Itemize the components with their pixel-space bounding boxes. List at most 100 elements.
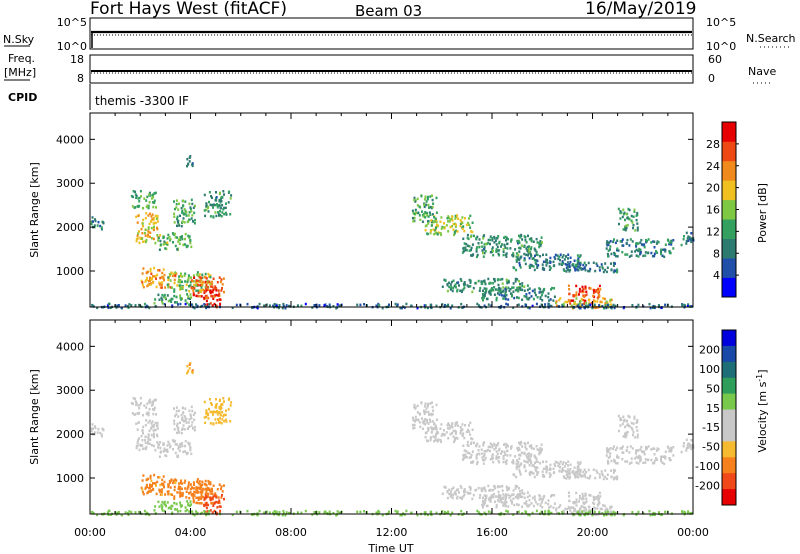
heatmap-cell (174, 414, 176, 418)
heatmap-cell (181, 235, 183, 238)
heatmap-cell (527, 234, 529, 238)
heatmap-cell (528, 513, 531, 517)
heatmap-cell (555, 304, 558, 307)
heatmap-cell (574, 476, 577, 479)
heatmap-cell (447, 422, 450, 425)
heatmap-cell (447, 510, 450, 514)
heatmap-cell (173, 290, 176, 293)
heatmap-cell (631, 447, 634, 450)
heatmap-cell (179, 486, 182, 489)
heatmap-cell (484, 457, 487, 460)
heatmap-cell (200, 489, 203, 492)
heatmap-cell (425, 200, 428, 203)
heatmap-cell (464, 249, 467, 252)
heatmap-cell (622, 451, 625, 454)
heatmap-cell (185, 417, 188, 421)
heatmap-cell (605, 247, 608, 250)
heatmap-cell (559, 504, 562, 507)
heatmap-cell (653, 461, 656, 465)
heatmap-cell (523, 235, 526, 238)
heatmap-cell (519, 288, 522, 292)
heatmap-cell (426, 306, 429, 310)
heatmap-cell (424, 195, 427, 198)
heatmap-cell (578, 290, 581, 293)
heatmap-cell (155, 424, 158, 427)
heatmap-cell (220, 196, 223, 200)
heatmap-cell (469, 281, 472, 284)
heatmap-cell (381, 513, 384, 517)
heatmap-cell (184, 416, 187, 420)
heatmap-cell (210, 502, 213, 505)
heatmap-cell (606, 510, 609, 514)
heatmap-cell (217, 418, 219, 421)
heatmap-cell (468, 456, 471, 459)
heatmap-cell (503, 243, 506, 247)
heatmap-cell (150, 215, 153, 218)
heatmap-cell (159, 243, 162, 246)
heatmap-cell (631, 304, 634, 307)
heatmap-cell (190, 417, 193, 420)
heatmap-cell (524, 469, 527, 473)
heatmap-cell (567, 472, 570, 475)
heatmap-cell (335, 514, 338, 517)
heatmap-cell (166, 448, 169, 451)
heatmap-cell (219, 201, 222, 204)
heatmap-cell (223, 206, 225, 210)
heatmap-cell (478, 245, 481, 249)
heatmap-cell (141, 479, 144, 482)
heatmap-cell (431, 198, 434, 202)
heatmap-cell (461, 513, 464, 516)
heatmap-cell (96, 224, 99, 227)
heatmap-cell (173, 428, 176, 431)
heatmap-cell (640, 445, 643, 449)
heatmap-cell (468, 278, 471, 282)
heatmap-cell (189, 413, 192, 416)
heatmap-cell (512, 459, 515, 462)
heatmap-cell (173, 485, 176, 489)
heatmap-cell (662, 248, 665, 251)
heatmap-cell (418, 421, 421, 424)
heatmap-cell (185, 452, 188, 456)
heatmap-cell (200, 483, 203, 486)
heatmap-cell (615, 254, 617, 258)
heatmap-cell (211, 511, 214, 514)
heatmap-cell (175, 479, 178, 482)
heatmap-cell (414, 415, 417, 419)
heatmap-cell (556, 461, 559, 464)
heatmap-cell (152, 205, 155, 209)
heatmap-cell (413, 216, 416, 220)
heatmap-cell (188, 425, 191, 429)
heatmap-cell (462, 237, 465, 240)
heatmap-cell (463, 286, 466, 289)
heatmap-cell (215, 304, 218, 308)
heatmap-cell (462, 489, 465, 493)
heatmap-cell (594, 290, 597, 294)
heatmap-cell (558, 469, 561, 473)
heatmap-cell (482, 462, 485, 465)
heatmap-cell (188, 289, 191, 293)
heatmap-cell (440, 233, 443, 237)
heatmap-cell (184, 200, 187, 203)
heatmap-cell (116, 511, 119, 514)
heatmap-cell (145, 445, 148, 449)
heatmap-cell (579, 461, 582, 464)
heatmap-cell (559, 460, 562, 463)
heatmap-cell (491, 443, 494, 447)
heatmap-cell (649, 306, 652, 310)
heatmap-cell (459, 429, 462, 432)
colorbar-tick-label: -200 (695, 480, 720, 493)
heatmap-cell (172, 439, 175, 443)
heatmap-cell (462, 225, 465, 228)
heatmap-cell (210, 492, 213, 495)
heatmap-cell (209, 482, 212, 486)
heatmap-cell (542, 267, 545, 271)
heatmap-cell (512, 513, 515, 516)
heatmap-cell (540, 501, 543, 504)
heatmap-cell (180, 413, 183, 417)
heatmap-cell (451, 215, 454, 218)
heatmap-cell (493, 241, 496, 244)
heatmap-cell (566, 301, 569, 304)
heatmap-cell (470, 230, 473, 233)
heatmap-cell (540, 303, 543, 306)
heatmap-cell (183, 221, 186, 224)
